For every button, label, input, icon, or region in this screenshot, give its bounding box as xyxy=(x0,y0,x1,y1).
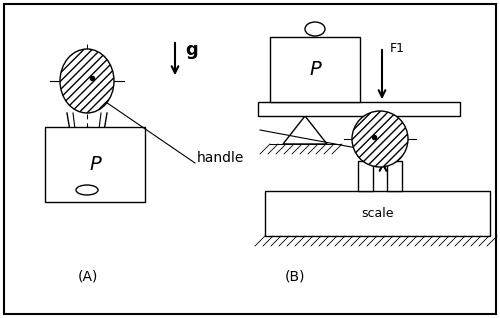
Ellipse shape xyxy=(60,49,114,113)
Polygon shape xyxy=(283,116,327,144)
Bar xyxy=(358,161,373,191)
Ellipse shape xyxy=(352,111,408,167)
Text: F2: F2 xyxy=(389,141,404,154)
Text: F1: F1 xyxy=(390,42,405,55)
Bar xyxy=(258,102,460,116)
Text: scale: scale xyxy=(361,207,394,220)
Text: (A): (A) xyxy=(78,269,98,283)
Bar xyxy=(45,127,145,202)
Text: (B): (B) xyxy=(285,269,305,283)
Text: handle: handle xyxy=(196,151,244,165)
Ellipse shape xyxy=(305,22,325,36)
Text: P: P xyxy=(89,155,101,174)
Bar xyxy=(270,37,360,102)
Text: P: P xyxy=(309,60,321,79)
Ellipse shape xyxy=(76,185,98,195)
Text: g: g xyxy=(185,41,198,59)
Bar xyxy=(265,191,490,236)
Bar xyxy=(387,161,402,191)
